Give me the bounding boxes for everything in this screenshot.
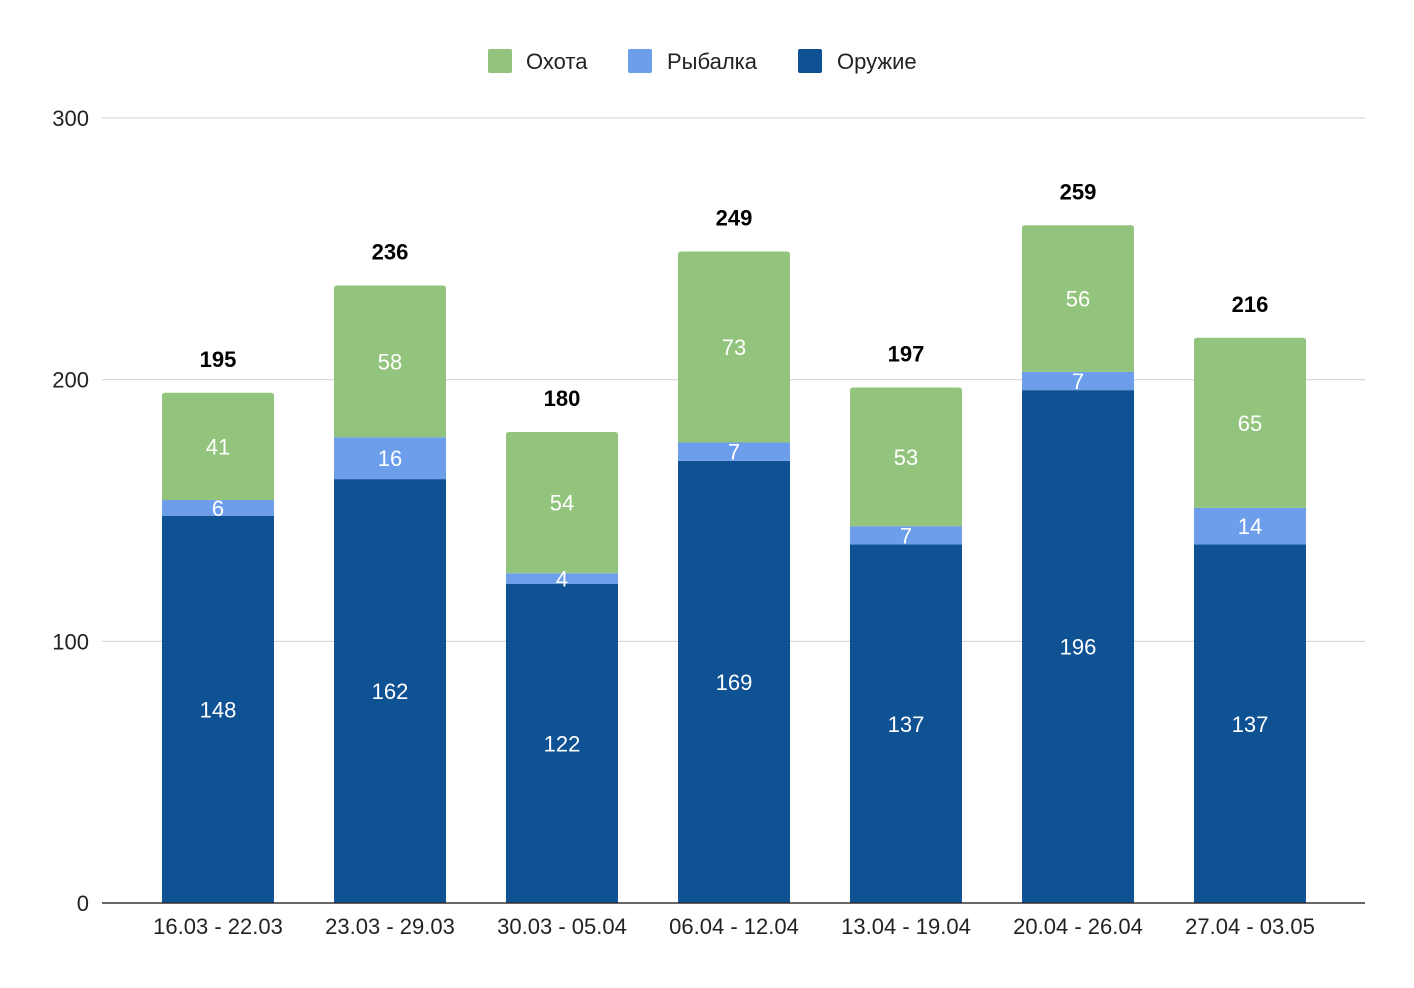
bar-segment <box>850 544 962 903</box>
bar-segment <box>1194 337 1306 508</box>
legend-swatch <box>488 49 512 73</box>
bar-segment <box>1022 225 1134 372</box>
y-tick-label: 200 <box>52 368 89 393</box>
data-label: 7 <box>728 440 740 465</box>
total-label: 197 <box>888 342 925 367</box>
data-label: 169 <box>716 670 753 695</box>
data-label: 58 <box>378 349 402 374</box>
legend-swatch <box>798 49 822 73</box>
legend-label: Рыбалка <box>667 49 758 74</box>
x-tick-label: 23.03 - 29.03 <box>325 914 455 939</box>
data-label: 148 <box>200 697 237 722</box>
bar-segment <box>678 442 790 461</box>
bar-segment <box>506 573 618 584</box>
data-label: 16 <box>378 446 402 471</box>
bar-segment <box>1022 390 1134 904</box>
bar-segment <box>162 500 274 516</box>
bar-segment <box>334 285 446 438</box>
y-tick-label: 100 <box>52 629 89 654</box>
data-labels: 1486411951621658236122454180169773249137… <box>200 179 1269 756</box>
data-label: 7 <box>1072 369 1084 394</box>
x-tick-label: 20.04 - 26.04 <box>1013 914 1143 939</box>
data-label: 54 <box>550 491 574 516</box>
total-label: 249 <box>716 205 753 230</box>
data-label: 56 <box>1066 287 1090 312</box>
total-label: 195 <box>200 347 237 372</box>
x-tick-label: 27.04 - 03.05 <box>1185 914 1315 939</box>
legend-item: Оружие <box>798 49 917 74</box>
total-label: 216 <box>1232 292 1269 317</box>
bar-segment <box>506 432 618 574</box>
data-label: 14 <box>1238 514 1262 539</box>
legend: Охота Рыбалка Оружие <box>488 49 917 74</box>
y-tick-label: 300 <box>52 106 89 131</box>
bar-segment <box>1194 507 1306 545</box>
legend-swatch <box>628 49 652 73</box>
x-tick-label: 13.04 - 19.04 <box>841 914 971 939</box>
bar-segment <box>678 251 790 443</box>
bar-segment <box>1194 544 1306 903</box>
bar-segment <box>850 387 962 527</box>
total-label: 236 <box>372 239 409 264</box>
data-label: 137 <box>888 712 925 737</box>
data-label: 122 <box>544 731 581 756</box>
total-label: 180 <box>544 386 581 411</box>
bar-segment <box>334 479 446 903</box>
data-label: 196 <box>1060 635 1097 660</box>
data-label: 65 <box>1238 411 1262 436</box>
data-label: 41 <box>206 434 230 459</box>
bar-segment <box>850 526 962 545</box>
bar-segment <box>334 437 446 480</box>
bar-segment <box>678 460 790 903</box>
total-label: 259 <box>1060 179 1097 204</box>
legend-label: Охота <box>526 49 588 74</box>
bar-segment <box>1022 371 1134 391</box>
axes: 0 100 200 300 16.03 - 22.03 23.03 - 29.03 30.0… <box>52 106 1365 939</box>
data-label: 4 <box>556 567 568 592</box>
data-label: 53 <box>894 445 918 470</box>
legend-item: Охота <box>488 49 588 74</box>
data-label: 6 <box>212 496 224 521</box>
legend-label: Оружие <box>837 49 917 74</box>
data-label: 7 <box>900 523 912 548</box>
bar-segment <box>162 515 274 903</box>
x-tick-label: 30.03 - 05.04 <box>497 914 627 939</box>
data-label: 162 <box>372 679 409 704</box>
bar-segment <box>162 392 274 501</box>
data-label: 137 <box>1232 712 1269 737</box>
legend-item: Рыбалка <box>628 49 758 74</box>
bars <box>162 225 1306 904</box>
bar-segment <box>506 583 618 903</box>
y-tick-label: 0 <box>77 891 89 916</box>
x-tick-label: 16.03 - 22.03 <box>153 914 283 939</box>
x-tick-label: 06.04 - 12.04 <box>669 914 799 939</box>
data-label: 73 <box>722 335 746 360</box>
